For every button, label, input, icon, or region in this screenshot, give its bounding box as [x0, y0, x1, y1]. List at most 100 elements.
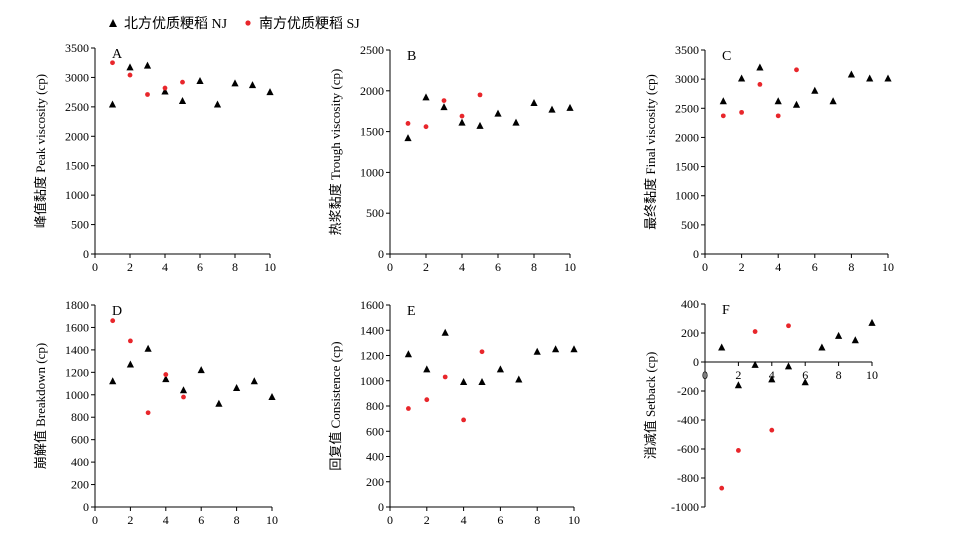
panel-a-point-nj [108, 100, 117, 108]
panel-b-point-nj [530, 99, 538, 107]
panel-d-point-nj [109, 377, 117, 385]
panel-e-point-sj [442, 374, 448, 380]
panel-d-y-tick-label: 1800 [65, 298, 89, 312]
panel-b-x-tick-label: 8 [531, 260, 537, 274]
panel-f-y-tick-label: -600 [677, 442, 699, 456]
panel-b-y-tick-label: 1000 [360, 165, 384, 179]
panel-e-point-sj [424, 397, 430, 403]
panel-c-y-tick-label: 3500 [675, 43, 699, 57]
panel-f-point-nj [768, 375, 776, 383]
panel-d-x-tick-label: 8 [234, 513, 240, 527]
panel-a-point-sj [110, 60, 115, 66]
panel-f-x-tick-label: 8 [836, 368, 842, 382]
panel-c-x-tick-label: 2 [739, 260, 745, 274]
panel-c-y-tick-label: 1500 [675, 160, 699, 174]
panel-d-point-nj [126, 360, 134, 368]
panel-b-y-tick-label: 1500 [360, 125, 384, 139]
panel-d-point-nj [268, 393, 276, 401]
panel-d-y-tick-label: 800 [71, 410, 89, 424]
panel-d-y-tick-label: 1000 [65, 388, 89, 402]
panel-c-point-sj [720, 113, 726, 119]
panel-A: 0 500 1000 1500 2000 2500 3000 3500 0 2 4 6 8 10 A 峰值黏度… [33, 41, 276, 274]
panel-c-point-nj [774, 97, 782, 105]
panel-c-point-nj [884, 74, 892, 82]
panel-b-point-nj [548, 105, 556, 113]
panel-a-y-tick-label: 1000 [65, 188, 89, 202]
panel-a-y-tick-label: 3500 [65, 41, 89, 55]
panel-b-y-tick-label: 500 [366, 206, 384, 220]
panel-c-letter: C [722, 49, 731, 64]
panel-d-point-nj [215, 399, 223, 407]
panel-a-point-nj [161, 87, 169, 95]
panel-e-point-nj [552, 345, 560, 353]
panel-a-point-sj [162, 85, 168, 91]
panel-d-y-tick-label: 0 [83, 500, 89, 514]
panel-c-point-sj [775, 113, 781, 119]
panel-b-x-tick-label: 0 [387, 260, 393, 274]
panel-e-y-tick-label: 800 [366, 399, 384, 413]
panel-f-point-nj [718, 343, 726, 351]
panel-f-point-nj [801, 378, 809, 386]
panel-d-point-nj [162, 375, 170, 383]
panel-f-x-tick-label: 0 [702, 368, 708, 382]
legend-label-nj: 北方优质粳稻 NJ [124, 17, 228, 32]
panel-e-point-sj [406, 406, 411, 411]
panel-f-point-nj [868, 318, 876, 326]
panel-f-point-sj [752, 329, 758, 334]
panel-e-letter: E [407, 304, 416, 319]
panel-e-point-sj [461, 417, 466, 423]
panel-a-x-tick-label: 0 [92, 260, 98, 274]
panel-e-y-tick-label: 200 [366, 475, 384, 489]
panel-b-point-nj [422, 93, 430, 101]
panel-b-x-tick-label: 10 [564, 260, 576, 274]
legend-item-nj: 北方优质粳稻 NJ [108, 13, 227, 33]
panel-b-point-nj [566, 103, 574, 111]
panel-b-point-sj [459, 113, 465, 119]
panel-a-x-tick-label: 4 [162, 260, 168, 274]
panel-d-point-sj [110, 318, 116, 324]
panel-e-x-tick-label: 8 [534, 513, 540, 527]
panel-f-y-tick-label: -200 [677, 384, 699, 398]
panel-a-point-nj [178, 96, 187, 104]
panel-a-x-tick-label: 2 [127, 260, 133, 274]
panel-d-point-nj [144, 344, 152, 352]
panel-e-x-tick-label: 2 [424, 513, 430, 527]
panel-b-point-nj [476, 121, 484, 129]
panel-e-point-nj [423, 365, 431, 373]
panel-b-point-sj [405, 121, 411, 126]
panel-e-y-tick-label: 1400 [360, 323, 384, 337]
panel-a-point-nj [196, 76, 204, 84]
panel-d-point-nj [179, 386, 188, 394]
panel-c-point-nj [847, 70, 855, 78]
panel-d-y-tick-label: 1600 [65, 320, 89, 334]
panel-f-y-tick-label: 0 [693, 355, 699, 369]
panel-c-y-tick-label: 500 [681, 218, 699, 232]
panel-a-point-sj [180, 79, 185, 85]
panel-c-y-label: 最终黏度 Final viscosity (cp) [643, 74, 658, 230]
panel-b-y-label: 热浆黏度 Trough viscosity (cp) [328, 69, 343, 236]
panel-c-x-tick-label: 0 [702, 260, 708, 274]
panel-b-y-tick-label: 2500 [360, 43, 384, 57]
panel-E: 0 200 400 600 800 1000 1200 1400 1600 0 2 4 6 8 10 E 回复值… [328, 298, 580, 527]
panel-d-point-sj [145, 410, 151, 416]
panel-a-x-tick-label: 6 [197, 260, 203, 274]
panel-b-y-tick-label: 2000 [360, 84, 384, 98]
panel-e-x-tick-label: 0 [387, 513, 393, 527]
panel-f-point-nj [751, 360, 759, 368]
panel-c-point-nj [792, 100, 801, 108]
panel-f-point-sj [786, 323, 791, 329]
panel-f-point-nj [818, 343, 826, 351]
panel-a-y-tick-label: 2000 [65, 129, 89, 143]
panel-c-y-tick-label: 3000 [675, 72, 699, 86]
panel-d-point-sj [163, 372, 169, 377]
panel-f-point-nj [784, 362, 793, 370]
panel-f-y-tick-label: 400 [681, 297, 699, 311]
panel-b-point-nj [512, 118, 520, 126]
panel-e-point-nj [496, 365, 504, 373]
panel-f-point-nj [734, 381, 742, 389]
panel-C: 0 500 1000 1500 2000 2500 3000 3500 0 2 4 6 8 10 C 最终黏度… [643, 43, 894, 274]
panel-f-y-label: 消减值 Setback (cp) [643, 352, 658, 460]
panel-c-point-nj [811, 86, 819, 94]
panel-d-point-sj [181, 394, 186, 400]
